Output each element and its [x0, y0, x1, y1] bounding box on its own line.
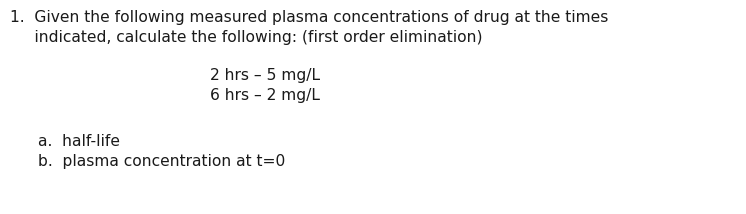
Text: 2 hrs – 5 mg/L: 2 hrs – 5 mg/L: [210, 68, 320, 83]
Text: 1.  Given the following measured plasma concentrations of drug at the times: 1. Given the following measured plasma c…: [10, 10, 609, 25]
Text: b.  plasma concentration at t=0: b. plasma concentration at t=0: [38, 154, 285, 169]
Text: indicated, calculate the following: (first order elimination): indicated, calculate the following: (fir…: [10, 30, 483, 45]
Text: 6 hrs – 2 mg/L: 6 hrs – 2 mg/L: [210, 88, 320, 103]
Text: a.  half-life: a. half-life: [38, 134, 120, 149]
